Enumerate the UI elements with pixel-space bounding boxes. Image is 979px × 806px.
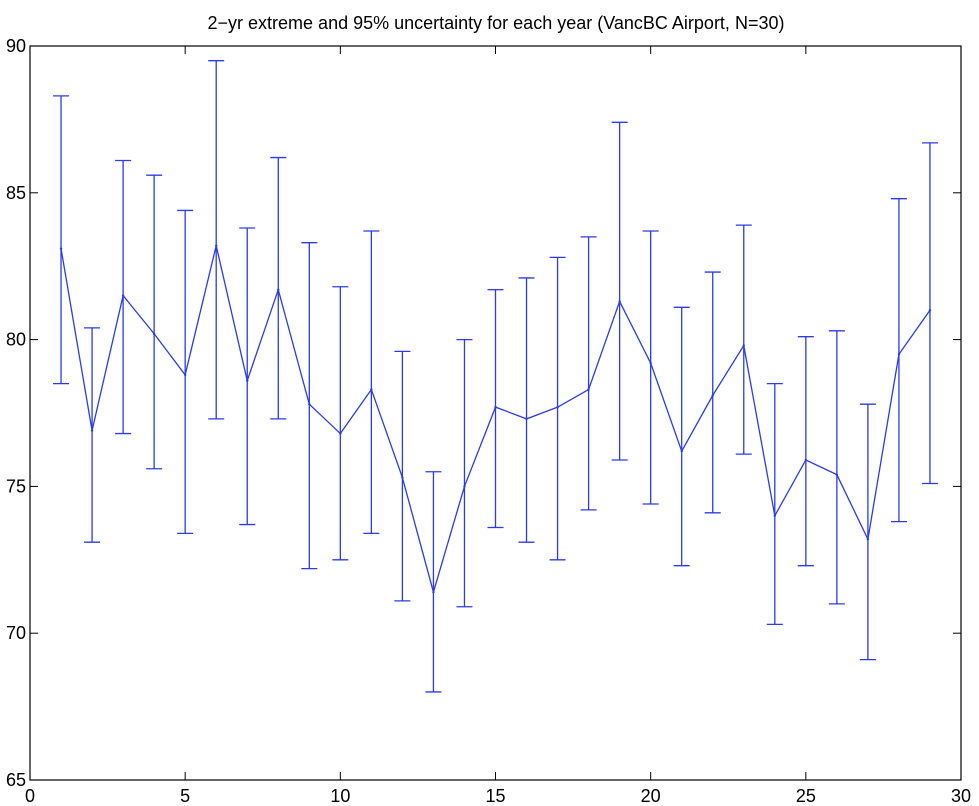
error-bar bbox=[859, 403, 876, 661]
data-point bbox=[59, 247, 63, 250]
y-tick-label: 70 bbox=[6, 623, 26, 643]
error-bar bbox=[53, 95, 70, 385]
error-bar bbox=[177, 209, 194, 535]
data-point bbox=[649, 361, 652, 365]
data-point bbox=[711, 394, 714, 397]
error-bar bbox=[735, 224, 752, 455]
error-bar bbox=[611, 121, 628, 461]
data-point bbox=[463, 485, 466, 488]
error-bar bbox=[239, 227, 256, 526]
error-bar bbox=[332, 286, 349, 561]
data-point bbox=[866, 538, 870, 541]
series-lines bbox=[59, 244, 932, 595]
error-bar bbox=[518, 277, 535, 543]
error-bar bbox=[766, 382, 783, 626]
error-bar bbox=[301, 242, 318, 570]
data-point bbox=[432, 590, 435, 594]
error-bar bbox=[828, 330, 845, 605]
data-point bbox=[897, 353, 901, 356]
data-point bbox=[773, 514, 776, 517]
error-bar bbox=[84, 327, 101, 543]
axes: 0 5 10 15 20 25 30 65 70 75 80 85 90 bbox=[6, 36, 971, 806]
data-point bbox=[152, 332, 156, 335]
data-point bbox=[525, 417, 528, 421]
y-tick-label: 90 bbox=[6, 36, 26, 56]
error-bar bbox=[363, 230, 380, 535]
y-tick-label: 85 bbox=[6, 183, 26, 203]
x-tick-label: 15 bbox=[485, 786, 505, 806]
data-point bbox=[928, 309, 932, 312]
x-tick-label: 5 bbox=[180, 786, 190, 806]
data-point bbox=[277, 288, 280, 291]
error-bar bbox=[797, 336, 814, 567]
data-point bbox=[494, 405, 497, 409]
data-point bbox=[308, 402, 311, 406]
data-point bbox=[587, 388, 590, 391]
data-point bbox=[835, 473, 839, 476]
error-bar bbox=[456, 338, 473, 608]
chart-title: 2−yr extreme and 95% uncertainty for eac… bbox=[208, 13, 785, 33]
x-tick-label: 0 bbox=[25, 786, 35, 806]
data-point bbox=[742, 344, 745, 347]
data-point bbox=[556, 405, 559, 409]
error-bar bbox=[921, 142, 938, 485]
error-bar bbox=[425, 471, 442, 693]
y-tick-label: 65 bbox=[6, 770, 26, 790]
error-bar bbox=[704, 271, 721, 514]
x-tick-label: 30 bbox=[951, 786, 971, 806]
data-point bbox=[401, 476, 404, 479]
x-tick-label: 20 bbox=[641, 786, 661, 806]
error-bar bbox=[146, 174, 163, 470]
data-point bbox=[183, 373, 187, 377]
error-bar bbox=[642, 230, 659, 505]
error-bar bbox=[580, 236, 597, 511]
data-point bbox=[246, 379, 249, 382]
error-bar bbox=[890, 198, 907, 523]
data-point bbox=[121, 294, 125, 297]
data-point bbox=[339, 432, 342, 435]
error-bar bbox=[549, 256, 566, 561]
y-tick-label: 80 bbox=[6, 330, 26, 350]
error-bars bbox=[53, 60, 938, 693]
data-point bbox=[680, 449, 683, 453]
y-tick-label: 75 bbox=[6, 476, 26, 496]
data-point bbox=[370, 388, 373, 391]
error-bar bbox=[673, 306, 690, 567]
data-point bbox=[215, 244, 218, 247]
data-point bbox=[90, 429, 94, 432]
data-point bbox=[618, 300, 621, 303]
x-tick-label: 10 bbox=[330, 786, 350, 806]
data-point bbox=[804, 458, 808, 462]
error-bar bbox=[208, 60, 225, 420]
x-tick-label: 25 bbox=[796, 786, 816, 806]
